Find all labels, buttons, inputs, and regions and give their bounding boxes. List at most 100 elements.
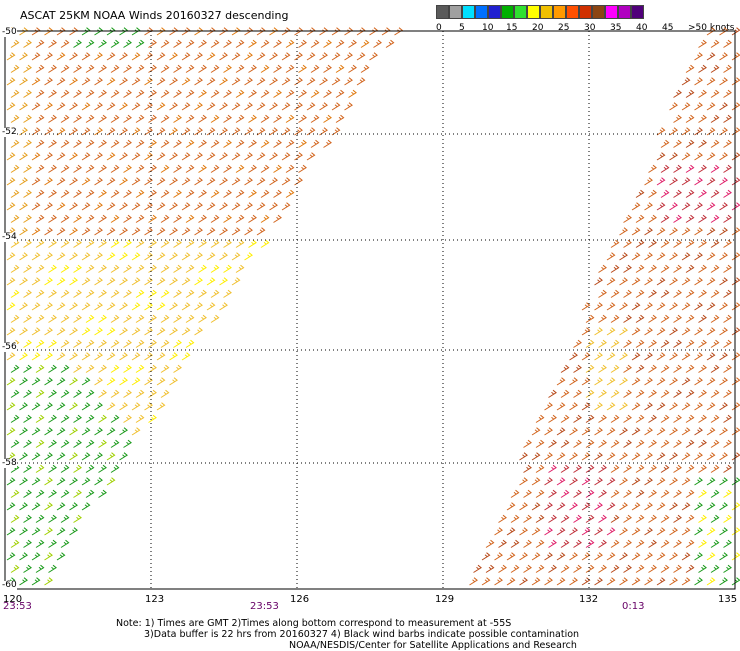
wind-barb <box>194 327 203 336</box>
wind-barb <box>56 477 66 486</box>
wind-barb <box>656 152 666 161</box>
wind-barb <box>531 427 541 436</box>
wind-barb <box>106 477 116 486</box>
wind-barb <box>694 127 703 136</box>
wind-barb <box>23 564 32 573</box>
wind-barb <box>123 339 132 348</box>
wind-barb <box>69 252 78 261</box>
wind-barb <box>160 64 170 73</box>
wind-barb <box>56 527 66 536</box>
wind-barb <box>594 477 603 486</box>
wind-barb <box>581 527 591 536</box>
wind-barb <box>681 77 691 86</box>
wind-barb <box>148 214 157 223</box>
wind-barb <box>256 77 266 86</box>
wind-barb <box>119 377 128 386</box>
wind-barb <box>35 89 45 98</box>
wind-barb <box>206 227 216 236</box>
wind-barb <box>98 164 107 173</box>
wind-barb <box>148 139 157 148</box>
wind-barb <box>44 152 53 161</box>
wind-barb <box>69 452 78 461</box>
wind-barb <box>106 427 116 436</box>
wind-barb <box>681 177 691 186</box>
wind-barb <box>731 177 740 186</box>
wind-barb <box>44 502 53 511</box>
wind-barb <box>385 39 395 48</box>
wind-barb <box>123 364 132 373</box>
wind-barb <box>31 452 41 461</box>
wind-barb <box>73 189 82 198</box>
wind-barb <box>85 189 95 198</box>
lat-label: -50 <box>2 27 17 37</box>
wind-barb <box>81 277 91 286</box>
wind-barb <box>719 402 728 411</box>
wind-barb <box>598 489 607 498</box>
wind-barb <box>35 389 45 398</box>
wind-barb <box>606 477 616 486</box>
wind-barb <box>681 227 691 236</box>
wind-barb <box>360 64 370 73</box>
wind-barb <box>681 202 691 211</box>
wind-barb <box>156 352 166 361</box>
wind-barb <box>156 102 166 111</box>
wind-barb <box>694 477 703 486</box>
wind-barb <box>31 577 41 586</box>
wind-barb <box>85 289 95 298</box>
wind-barb <box>73 489 82 498</box>
wind-barb <box>181 227 191 236</box>
wind-barb <box>19 127 28 136</box>
wind-barb <box>544 427 553 436</box>
wind-barb <box>581 427 591 436</box>
wind-barb <box>48 39 57 48</box>
footnote-line-2: 3)Data buffer is 22 hrs from 20160327 4)… <box>144 629 580 640</box>
wind-barb <box>256 202 266 211</box>
wind-barb <box>10 489 20 498</box>
wind-barb <box>223 289 232 298</box>
wind-barb <box>694 202 703 211</box>
wind-barb <box>60 314 70 323</box>
wind-barb <box>160 214 170 223</box>
wind-barb <box>10 39 20 48</box>
wind-barb <box>556 452 566 461</box>
wind-barb <box>656 352 666 361</box>
wind-barb <box>135 64 145 73</box>
wind-barb <box>231 252 241 261</box>
wind-barb <box>185 289 195 298</box>
wind-barb <box>244 152 253 161</box>
wind-barb <box>669 202 678 211</box>
wind-barb <box>198 114 207 123</box>
wind-barb <box>694 377 703 386</box>
wind-barb <box>60 364 70 373</box>
wind-barb <box>631 327 641 336</box>
wind-barb <box>35 164 45 173</box>
wind-barb <box>710 214 720 223</box>
scale-label-0: 0 <box>436 23 442 33</box>
wind-barb <box>19 402 28 411</box>
wind-barb <box>244 127 253 136</box>
wind-barb <box>581 577 591 586</box>
wind-barb <box>81 502 91 511</box>
wind-barb <box>94 477 103 486</box>
wind-barb <box>523 514 532 523</box>
wind-barb <box>273 39 282 48</box>
wind-barb <box>110 239 120 248</box>
wind-barb <box>619 402 628 411</box>
wind-barb <box>631 527 641 536</box>
wind-barb <box>648 489 657 498</box>
wind-barb <box>723 514 732 523</box>
wind-barb <box>323 114 332 123</box>
wind-barb <box>156 377 166 386</box>
wind-barb <box>660 239 670 248</box>
wind-barb <box>273 89 282 98</box>
wind-barb <box>569 552 578 561</box>
wind-barb <box>10 439 20 448</box>
wind-barb <box>619 277 628 286</box>
wind-barb <box>48 189 57 198</box>
wind-barb <box>531 477 541 486</box>
wind-barb <box>260 114 270 123</box>
wind-barb <box>144 77 153 86</box>
wind-barb <box>48 364 57 373</box>
wind-barb <box>6 52 16 61</box>
wind-barb <box>19 577 28 586</box>
